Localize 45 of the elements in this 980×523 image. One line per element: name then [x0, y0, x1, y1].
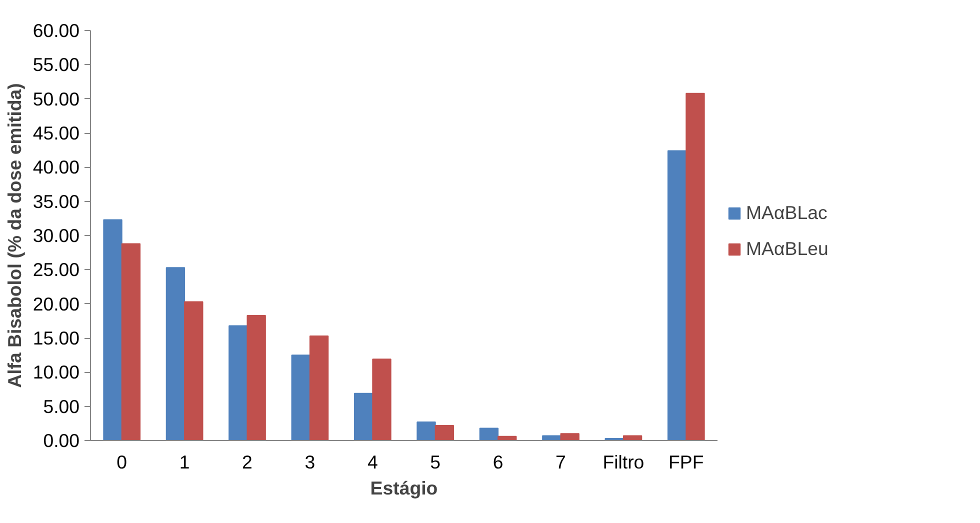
- bar: [479, 428, 499, 440]
- y-tick-label: 5.00: [43, 396, 80, 417]
- x-tick-label: 1: [179, 452, 190, 472]
- bar: [228, 325, 248, 440]
- y-tick-label: 15.00: [32, 328, 80, 348]
- y-tick-label: 60.00: [32, 20, 80, 41]
- y-tick-label: 0.00: [43, 430, 80, 451]
- x-tick-label: 7: [556, 452, 566, 472]
- bar: [372, 358, 392, 440]
- y-tick-label: 50.00: [32, 88, 80, 110]
- bar: [291, 354, 310, 440]
- bar: [246, 314, 266, 440]
- y-tick-label: 10.00: [32, 362, 80, 383]
- bar: [309, 335, 329, 440]
- x-tick-label: 4: [367, 452, 378, 472]
- bar: [354, 392, 374, 440]
- x-axis-title: Estágio: [370, 478, 438, 498]
- y-axis-title: Alfa Bisabolol (% da dose emitida): [4, 83, 25, 388]
- x-tick-label: 2: [242, 452, 252, 472]
- x-tick-label: 0: [116, 452, 128, 472]
- bar: [416, 422, 436, 440]
- bar: [103, 219, 122, 440]
- y-tick-label: 35.00: [32, 190, 80, 212]
- y-tick-label: 20.00: [32, 293, 80, 314]
- x-tick-label: 5: [430, 452, 441, 472]
- y-tick-label: 55.00: [32, 54, 80, 76]
- y-tick-label: 30.00: [32, 225, 80, 246]
- x-tick-label: Filtro: [602, 452, 644, 472]
- bar: [121, 243, 141, 440]
- bar: [667, 150, 687, 440]
- y-tick-label: 25.00: [32, 259, 80, 280]
- legend-label: MAαBLac: [746, 202, 828, 224]
- x-tick-label: 3: [304, 452, 316, 472]
- bar: [560, 433, 580, 440]
- bar: [434, 424, 454, 440]
- x-tick-label: 6: [492, 452, 504, 472]
- bar: [542, 435, 562, 440]
- legend-label: MAαBLeu: [746, 238, 828, 260]
- bar: [622, 435, 642, 440]
- bar: [166, 267, 186, 440]
- x-tick-label: FPF: [668, 452, 704, 472]
- bar: [686, 92, 705, 440]
- bar: [184, 301, 204, 440]
- y-tick-label: 40.00: [32, 156, 80, 178]
- y-tick-label: 45.00: [32, 122, 80, 144]
